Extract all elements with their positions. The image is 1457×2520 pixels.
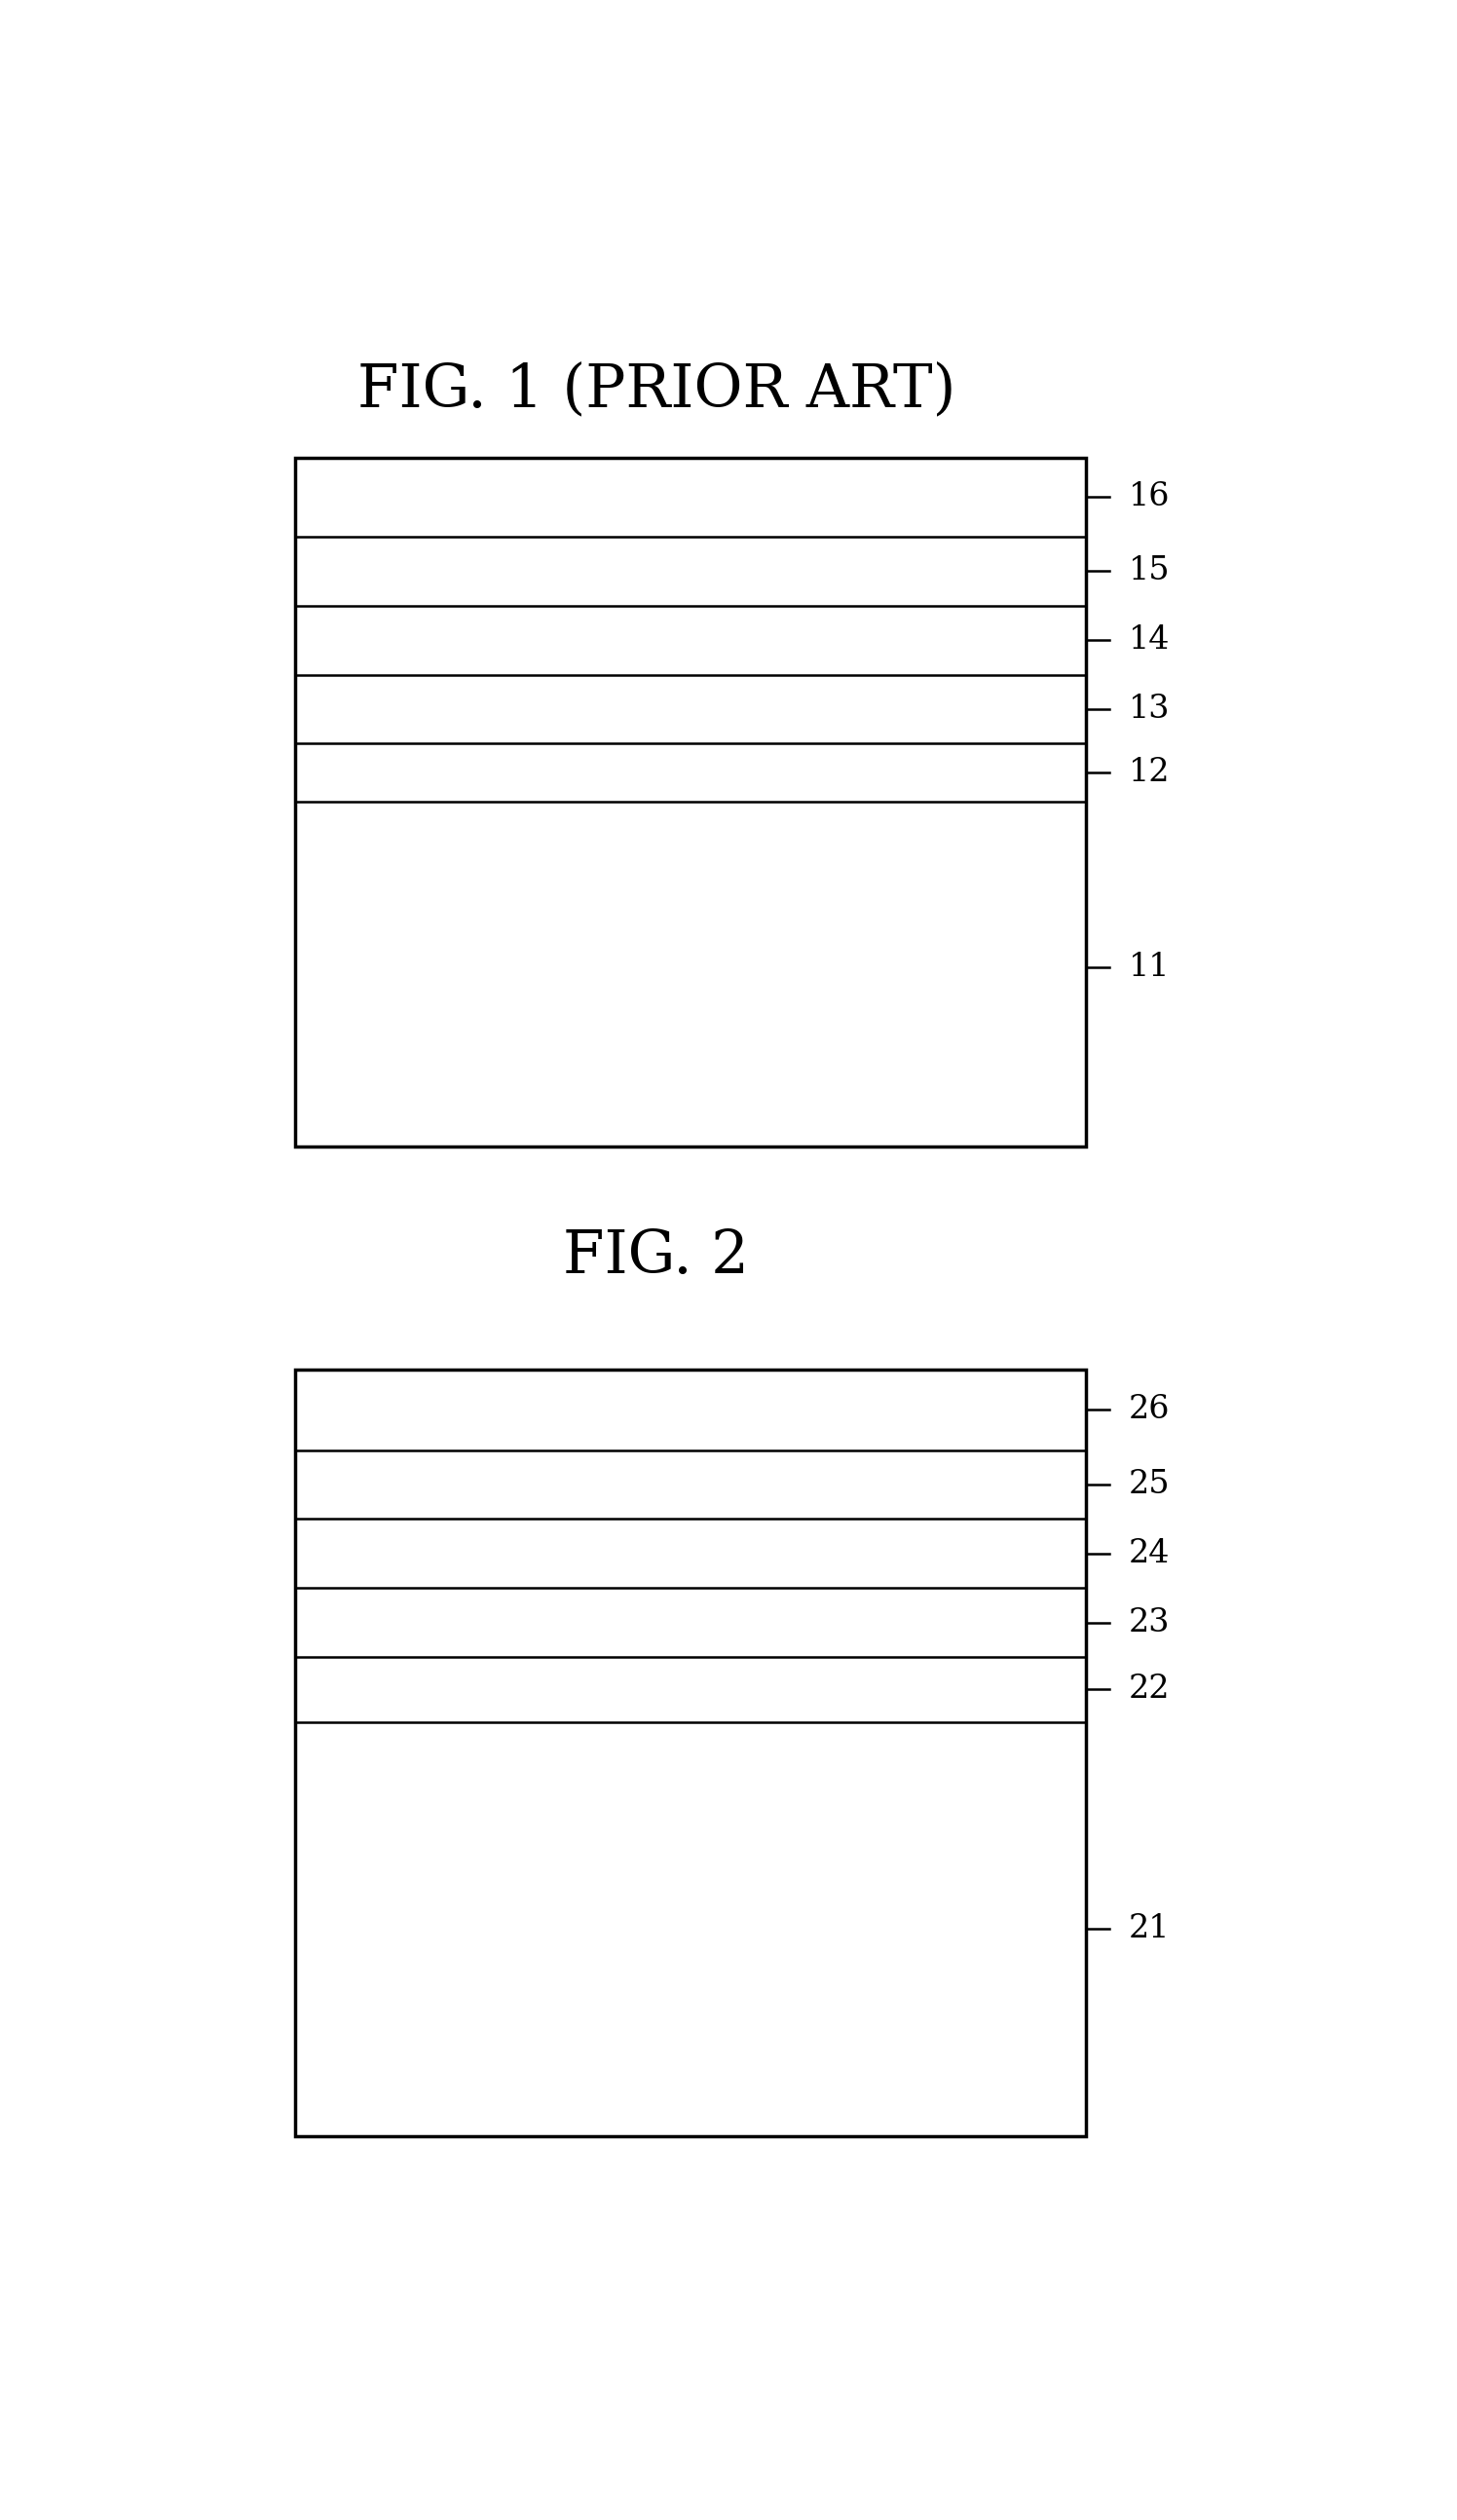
Text: 24: 24	[1128, 1537, 1170, 1570]
Text: 21: 21	[1128, 1913, 1170, 1945]
Text: 16: 16	[1128, 481, 1170, 512]
Text: 15: 15	[1128, 557, 1170, 587]
Text: 11: 11	[1128, 953, 1170, 983]
Text: 12: 12	[1128, 756, 1170, 789]
Text: FIG. 1 (PRIOR ART): FIG. 1 (PRIOR ART)	[357, 360, 956, 418]
Text: 25: 25	[1128, 1469, 1170, 1499]
Text: 26: 26	[1128, 1394, 1170, 1426]
Text: 23: 23	[1128, 1608, 1170, 1638]
Text: 13: 13	[1128, 693, 1170, 726]
Text: FIG. 2: FIG. 2	[564, 1227, 749, 1285]
Text: 22: 22	[1128, 1673, 1170, 1706]
Text: 14: 14	[1128, 625, 1170, 655]
Bar	[294, 459, 1085, 1147]
Bar	[294, 1371, 1085, 2137]
